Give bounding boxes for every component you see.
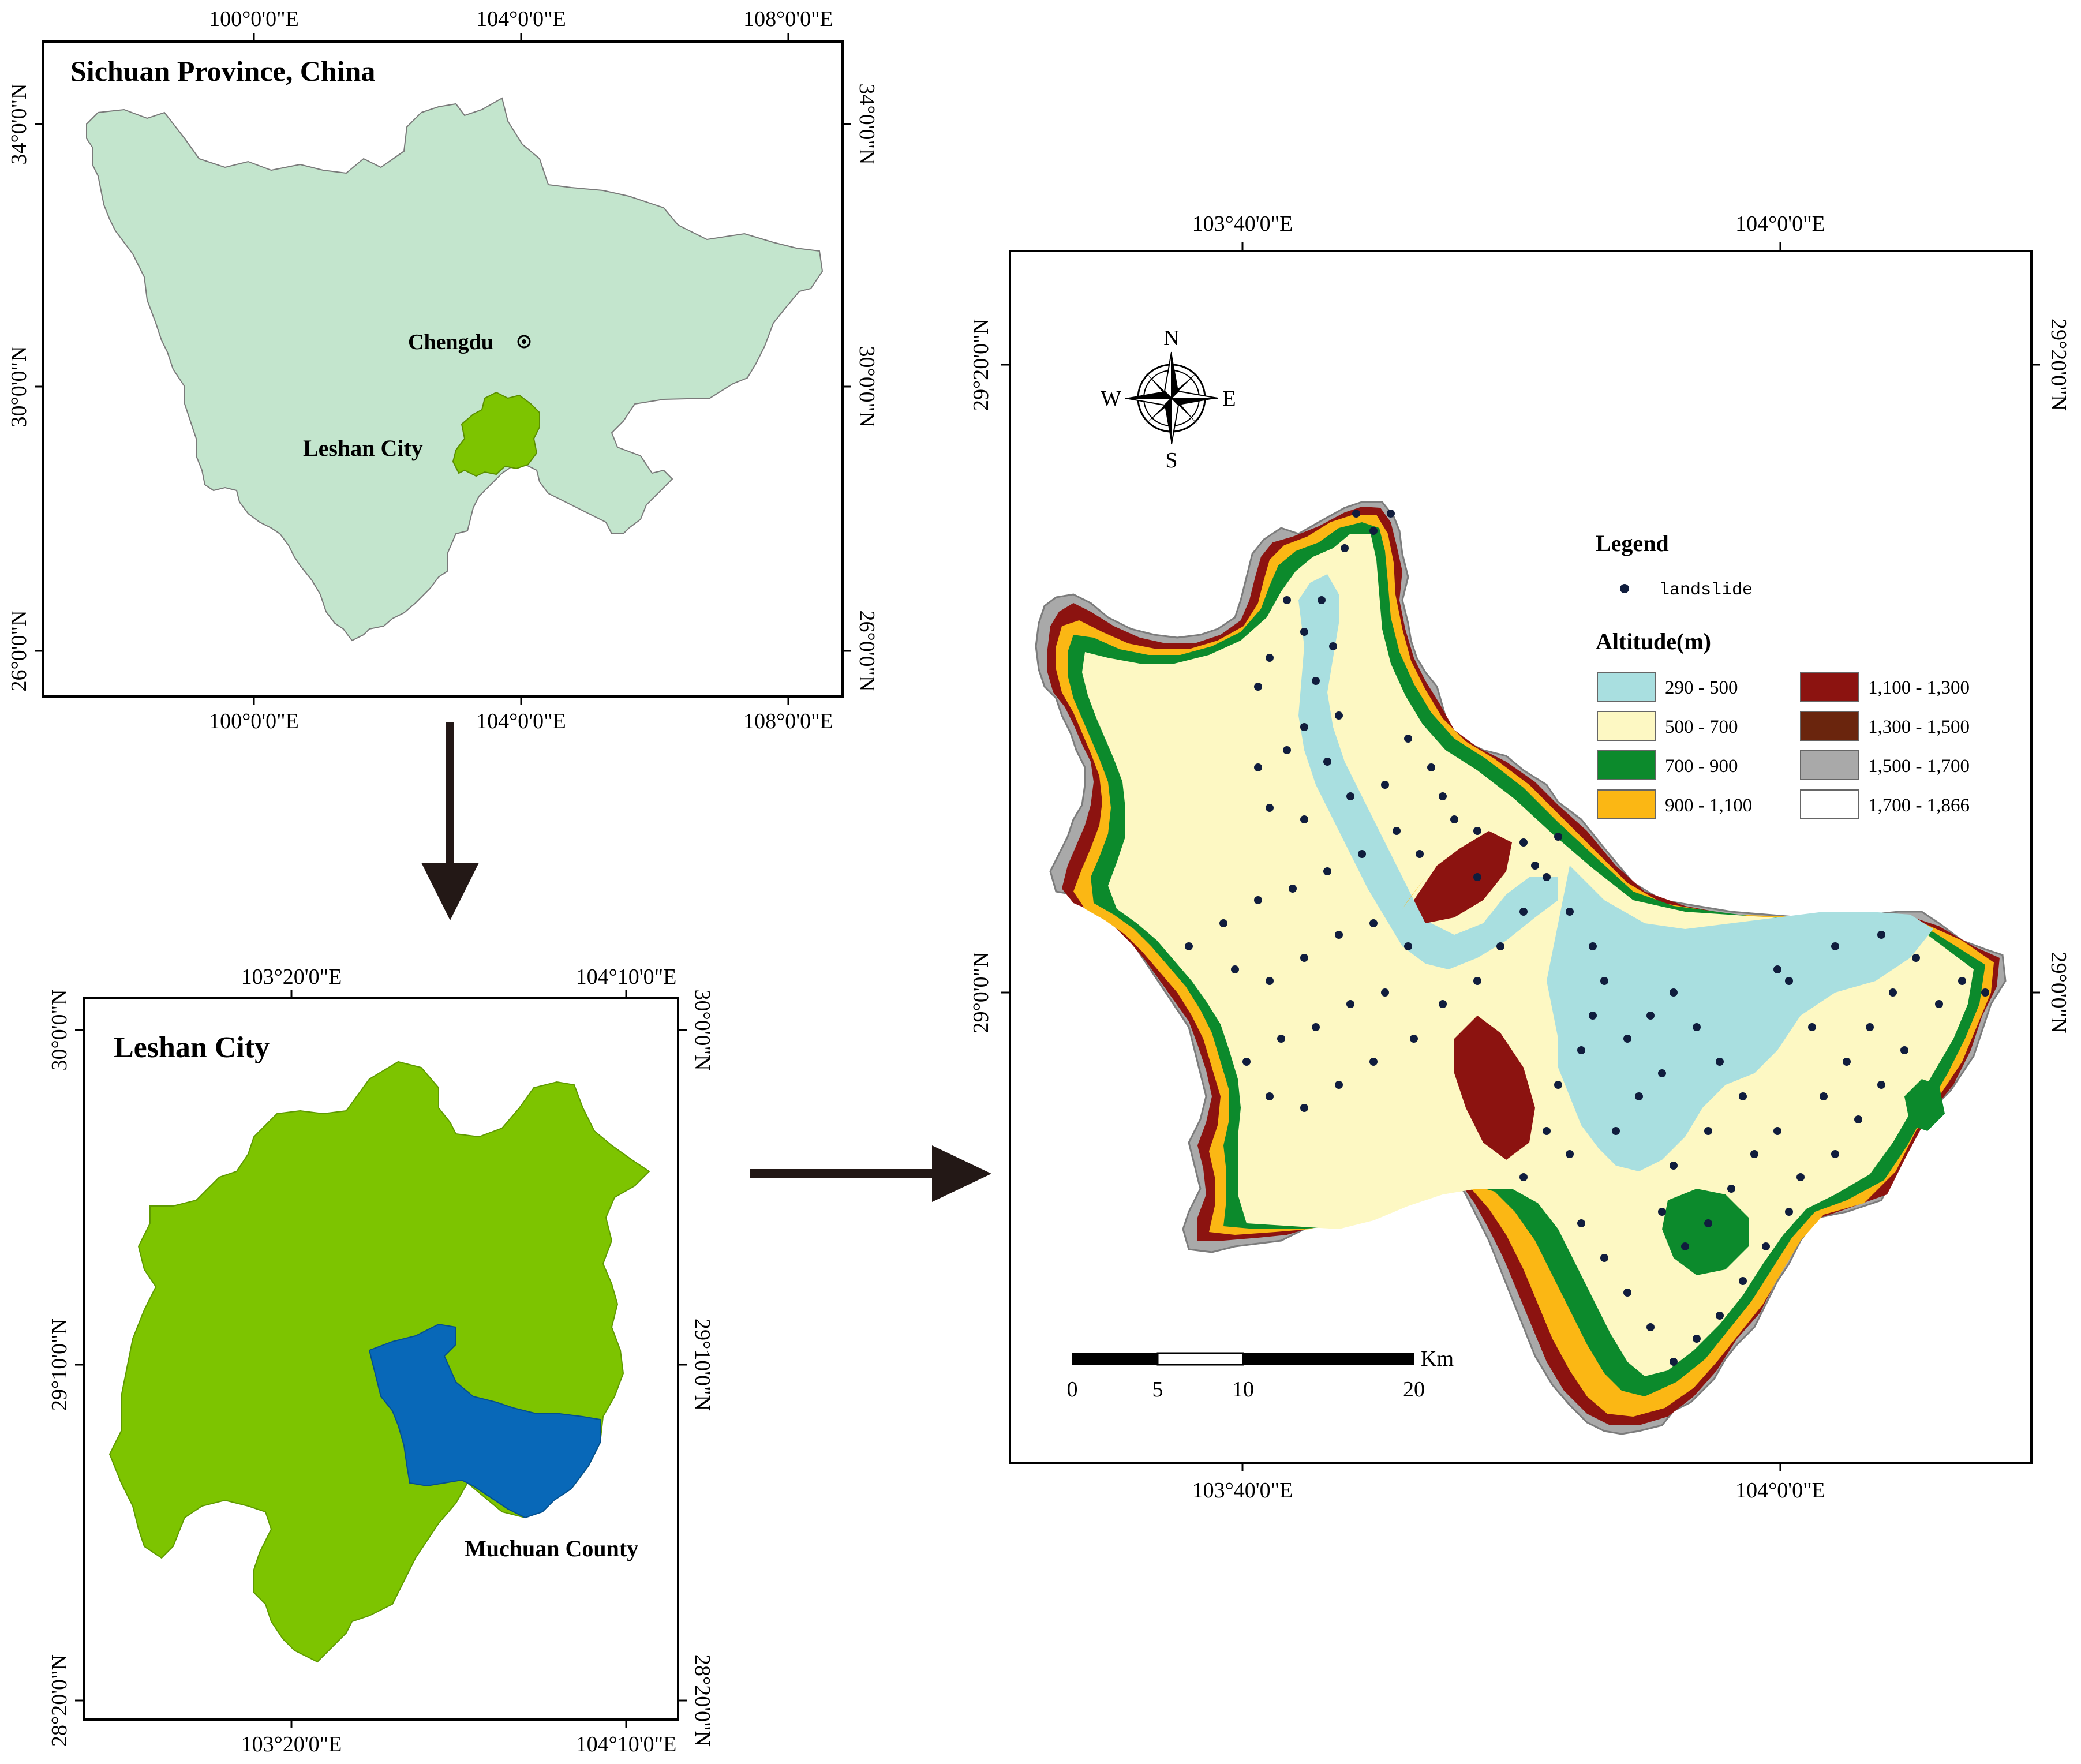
muchuan-lon-bottom-0: 103°40'0"E: [1192, 1478, 1293, 1503]
leshan-lat-left-0: 30°0'0"N: [47, 990, 72, 1071]
legend-swatch-2: [1597, 750, 1656, 780]
muchuan-lat-right-1: 29°0'0"N: [2046, 952, 2071, 1033]
elevation-ridge-inner-rim: [1402, 877, 1425, 909]
muchuan-lat-right-0: 29°20'0"N: [2046, 319, 2071, 411]
landslide-legend-marker: [1620, 584, 1629, 593]
scale-unit: Km: [1421, 1347, 1454, 1371]
legend-label-1: 500 - 700: [1665, 717, 1738, 737]
elevation-patch-east: [1904, 1079, 1945, 1131]
arrow-right-icon: [750, 1145, 991, 1202]
compass-n-label: N: [1163, 326, 1179, 350]
elevation-ridge-inner: [1414, 831, 1512, 923]
sichuan-lat-right-1: 30°0'0"N: [855, 346, 879, 428]
muchuan-panel: 103°40'0"E 104°0'0"E 103°40'0"E 104°0'0"…: [969, 212, 2071, 1503]
elevation-ridge-south: [1454, 1016, 1535, 1160]
landslide-points: [1185, 510, 1989, 1366]
leshan-panel: 103°20'0"E 104°10'0"E 103°20'0"E 104°10'…: [47, 965, 714, 1756]
sichuan-lat-right-0: 34°0'0"N: [855, 84, 879, 165]
arrow-down-icon: [421, 722, 479, 920]
sichuan-lat-left-2: 26°0'0"N: [7, 611, 31, 692]
sichuan-lon-bottom-1: 104°0'0"E: [476, 709, 566, 733]
sichuan-lat-right-2: 26°0'0"N: [855, 611, 879, 692]
leshan-lon-top-0: 103°20'0"E: [241, 965, 342, 989]
leshan-lat-left-1: 29°10'0"N: [47, 1319, 72, 1411]
sichuan-lat-left-0: 34°0'0"N: [7, 84, 31, 165]
legend-label-5: 1,300 - 1,500: [1868, 717, 1970, 737]
elevation-patch-southeast: [1662, 1189, 1749, 1275]
sichuan-lon-top-1: 104°0'0"E: [476, 7, 566, 31]
sichuan-province-shape: [86, 97, 824, 642]
muchuan-lon-bottom-1: 104°0'0"E: [1735, 1478, 1825, 1503]
elevation-layer-290-500-river: [1298, 574, 1558, 969]
leshan-city-in-sichuan: [452, 391, 540, 477]
chengdu-label: Chengdu: [408, 330, 493, 354]
capital-marker-icon: [517, 335, 531, 349]
muchuan-ticks: [1001, 242, 2040, 1471]
legend-swatch-6: [1800, 750, 1859, 780]
legend: Legend landslide Altitude(m) 290 - 500 5…: [1596, 530, 1970, 819]
legend-label-0: 290 - 500: [1665, 677, 1738, 698]
sichuan-lat-left-1: 30°0'0"N: [7, 346, 31, 428]
legend-swatch-7: [1800, 789, 1859, 819]
compass-rose-icon: [1125, 351, 1218, 445]
legend-swatch-3: [1597, 789, 1656, 819]
leshan-title: Leshan City: [114, 1031, 270, 1064]
compass-s-label: S: [1165, 448, 1177, 473]
legend-label-7: 1,700 - 1,866: [1868, 795, 1970, 816]
sichuan-lon-bottom-0: 100°0'0"E: [209, 709, 299, 733]
muchuan-lon-top-0: 103°40'0"E: [1192, 212, 1293, 236]
leshan-city-label: Leshan City: [303, 435, 423, 461]
sichuan-panel: 100°0'0"E 104°0'0"E 108°0'0"E 100°0'0"E …: [7, 7, 879, 733]
scale-label-3: 20: [1403, 1377, 1425, 1402]
sichuan-title: Sichuan Province, China: [70, 55, 375, 87]
leshan-lon-bottom-0: 103°20'0"E: [241, 1732, 342, 1756]
altitude-title: Altitude(m): [1596, 628, 1711, 654]
sichuan-lon-bottom-2: 108°0'0"E: [743, 709, 833, 733]
compass-w-label: W: [1101, 387, 1121, 411]
muchuan-lat-left-0: 29°20'0"N: [969, 319, 993, 411]
compass-e-label: E: [1222, 387, 1236, 411]
leshan-lat-right-2: 28°20'0"N: [690, 1654, 714, 1747]
legend-swatch-5: [1800, 711, 1859, 741]
legend-title: Legend: [1596, 530, 1669, 556]
leshan-lat-left-2: 28°20'0"N: [47, 1654, 72, 1747]
scale-label-2: 10: [1232, 1377, 1254, 1402]
scale-label-1: 5: [1152, 1377, 1163, 1402]
muchuan-elevation-map: [1035, 501, 2007, 1435]
leshan-ticks: [75, 990, 687, 1728]
sichuan-lon-top-2: 108°0'0"E: [743, 7, 833, 31]
legend-label-3: 900 - 1,100: [1665, 795, 1752, 816]
muchuan-county-label: Muchuan County: [465, 1535, 638, 1561]
landslide-legend-label: landslide: [1659, 580, 1753, 600]
leshan-lat-right-1: 29°10'0"N: [690, 1319, 714, 1411]
legend-swatch-4: [1800, 672, 1859, 702]
legend-swatch-1: [1597, 711, 1656, 741]
leshan-lat-right-0: 30°0'0"N: [690, 990, 714, 1071]
legend-label-2: 700 - 900: [1665, 756, 1738, 777]
muchuan-lat-left-1: 29°0'0"N: [969, 952, 993, 1033]
legend-label-4: 1,100 - 1,300: [1868, 677, 1970, 698]
legend-swatch-0: [1597, 672, 1656, 702]
legend-label-6: 1,500 - 1,700: [1868, 756, 1970, 777]
elevation-layer-290-500: [1547, 866, 1933, 1171]
leshan-lon-top-1: 104°10'0"E: [576, 965, 677, 989]
scale-label-0: 0: [1067, 1377, 1078, 1402]
sichuan-lon-top-0: 100°0'0"E: [209, 7, 299, 31]
scale-bar: 0 5 10 20 Km: [1067, 1347, 1454, 1402]
muchuan-lon-top-1: 104°0'0"E: [1735, 212, 1825, 236]
sichuan-ticks: [35, 33, 851, 705]
muchuan-county-shape: [368, 1323, 601, 1519]
leshan-lon-bottom-1: 104°10'0"E: [576, 1732, 677, 1756]
